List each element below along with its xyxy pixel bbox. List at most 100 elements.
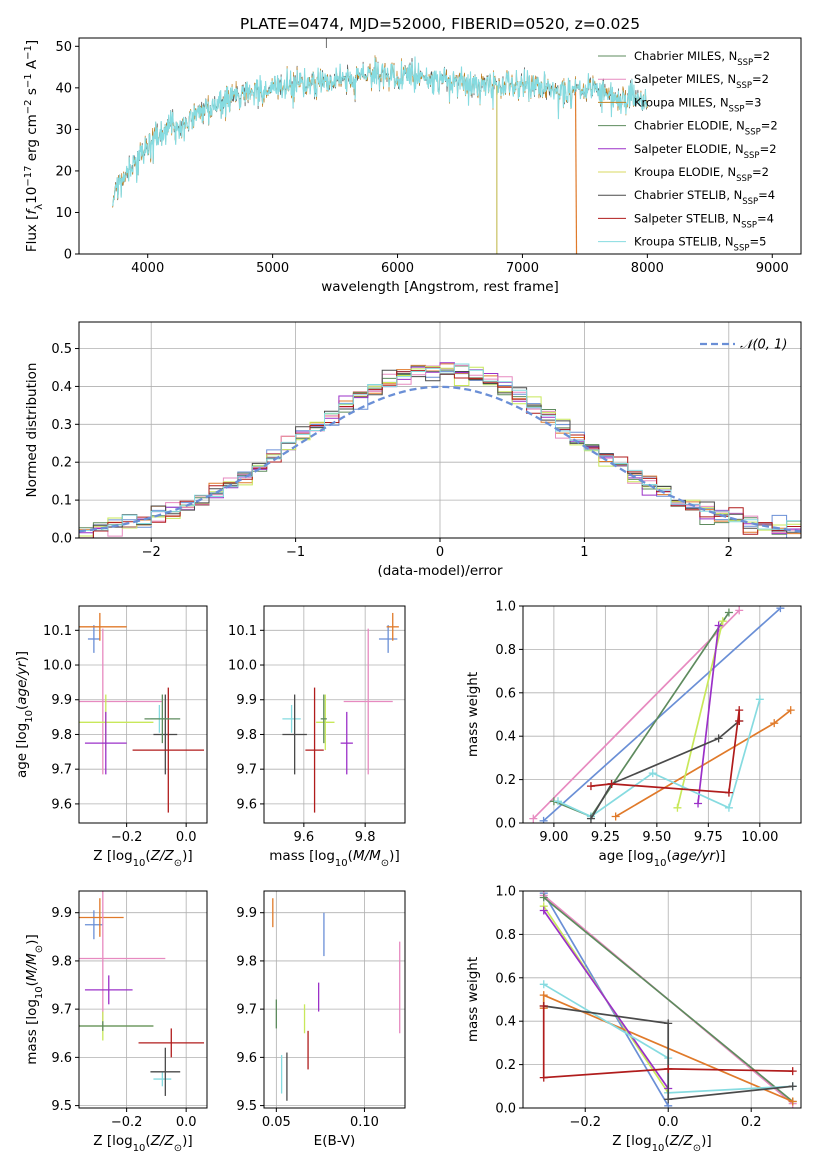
legend-label-2: Kroupa MILES, NSSP=3 [634, 95, 761, 114]
xtick-label-residuals-0: −2 [142, 545, 161, 560]
xlabel-spectrum: wavelength [Angstrom, rest frame] [321, 279, 559, 295]
xlabel-weight-vs-Z: Z [log10(Z/Z⊙)] [612, 1133, 711, 1154]
legend-label-4: Salpeter ELODIE, NSSP=2 [634, 142, 777, 161]
grid-mass-vs-Z [79, 891, 207, 1108]
weight-marker-3-2 [786, 706, 795, 715]
xtick-label-mass-vs-ebv-1: 0.10 [350, 1115, 379, 1130]
xlabel-mass-vs-ebv: E(B-V) [314, 1133, 356, 1149]
xtick-label-weight-vs-age-3: 9.75 [694, 830, 723, 845]
weight-series-2 [543, 896, 794, 1103]
legend-label-0: Chabrier MILES, NSSP=2 [634, 49, 770, 68]
weight-marker-8-2 [724, 788, 733, 797]
ytick-label-residuals-2: 0.2 [51, 456, 72, 471]
ytick-label-weight-vs-age-4: 0.8 [495, 643, 516, 658]
ytick-label-age-vs-mass-4: 10.0 [228, 659, 257, 674]
errorbar-5 [84, 711, 127, 775]
panel-weight-vs-Z: −0.2 0.0 0.2 0.0 0.2 0.4 0.6 0.8 1.0 Z [log10(Z/Z… [465, 885, 802, 1154]
frame-weight-vs-Z [522, 890, 802, 1109]
xlabel-age-vs-mass: mass [log10(M/M⊙)] [269, 848, 399, 869]
frame-weight-vs-age [522, 605, 802, 824]
ytick-label-mass-vs-Z-1: 9.6 [51, 1051, 72, 1066]
ytick-label-age-vs-Z-2: 9.8 [51, 728, 72, 743]
errorbar-8 [79, 1021, 154, 1031]
errorbar-2 [153, 1071, 172, 1087]
grid-age-vs-mass [264, 606, 405, 823]
ytick-label-mass-vs-Z-4: 9.9 [51, 906, 72, 921]
errorbar-3 [79, 891, 166, 1031]
xtick-label-spectrum-3: 7000 [506, 261, 539, 276]
weight-series-0 [543, 607, 781, 822]
legend-residuals: 𝒩(0, 1) [700, 338, 787, 353]
ytick-label-mass-vs-Z-3: 9.8 [51, 954, 72, 969]
weight-marker-2-2 [724, 608, 733, 617]
weight-marker-0-0 [539, 816, 548, 823]
plot-area-weight-vs-Z [539, 891, 797, 1108]
histogram-series-8 [79, 363, 801, 538]
weight-marker-8-3 [788, 1067, 797, 1076]
weight-marker-8-1 [539, 1073, 548, 1082]
weight-marker-5-0 [539, 906, 548, 915]
ytick-label-spectrum-5: 50 [55, 40, 72, 55]
weight-marker-6-0 [539, 980, 548, 989]
grid-age-vs-Z [79, 606, 207, 823]
errorbar-6 [282, 694, 307, 775]
xtick-label-residuals-3: 1 [580, 545, 588, 560]
weight-marker-2-0 [539, 893, 548, 902]
xtick-label-mass-vs-Z-1: 0.0 [176, 1115, 197, 1130]
weight-marker-7-2 [714, 734, 723, 743]
legend-spectrum: Chabrier MILES, NSSP=2 Salpeter MILES, NS… [598, 49, 778, 254]
panel-spectrum: 4000 5000 6000 7000 8000 9000 0 10 20 30 40 50 Chabr… [23, 37, 802, 295]
errorbar-5 [340, 711, 353, 775]
weight-marker-6-3 [724, 803, 733, 812]
weight-marker-8-2 [664, 1064, 673, 1073]
errorbar-3 [343, 628, 393, 775]
weight-marker-3-0 [611, 812, 620, 821]
xtick-label-age-vs-mass-1: 9.8 [355, 830, 376, 845]
panel-residuals: −2 −1 0 1 2 0.0 0.1 0.2 0.3 0.4 0.5 𝒩(0, 1) (data-mo… [24, 321, 802, 579]
frame-residuals [78, 321, 802, 539]
ytick-label-weight-vs-age-0: 0.0 [495, 817, 516, 832]
plot-area-age-vs-Z [79, 612, 205, 813]
errorbar-7 [305, 687, 324, 813]
ylabel-residuals: Normed distribution [24, 363, 40, 498]
weight-marker-7-0 [586, 814, 595, 823]
ytick-label-age-vs-Z-0: 9.6 [51, 797, 72, 812]
weight-series-7 [590, 720, 740, 820]
ytick-label-weight-vs-age-5: 1.0 [495, 600, 516, 615]
weight-marker-7-2 [664, 1095, 673, 1104]
errorbar-8 [320, 694, 327, 744]
weight-series-5 [543, 910, 669, 1089]
ytick-label-spectrum-4: 40 [55, 81, 72, 96]
weight-marker-6-4 [755, 695, 764, 704]
ylabel-spectrum: Flux [fλ10−17 erg cm−2 s−1 A−1] [23, 40, 45, 252]
weight-marker-1-1 [735, 606, 744, 615]
weight-marker-3-1 [539, 991, 548, 1000]
plot-area-age-vs-mass [282, 612, 399, 813]
frame-mass-vs-Z [78, 890, 208, 1109]
weight-marker-5-0 [694, 799, 703, 808]
errorbar-6 [153, 694, 178, 775]
panel-mass-vs-ebv: 0.05 0.10 9.5 9.6 9.7 9.8 9.9 E(B-V) [236, 890, 406, 1149]
weight-series-5 [697, 625, 720, 804]
weight-marker-8-1 [607, 779, 616, 788]
xtick-label-spectrum-1: 5000 [256, 261, 289, 276]
errorbar-4 [316, 694, 335, 751]
ytick-label-age-vs-Z-5: 10.1 [43, 624, 72, 639]
ytick-label-age-vs-mass-1: 9.7 [236, 763, 257, 778]
xtick-label-age-vs-Z-0: −0.2 [111, 830, 143, 845]
ytick-label-residuals-0: 0.0 [51, 532, 72, 547]
legend-label-7: Salpeter STELIB, NSSP=4 [634, 211, 774, 230]
xtick-label-age-vs-mass-0: 9.6 [294, 830, 315, 845]
errorbar-8 [144, 694, 181, 744]
ytick-label-weight-vs-age-1: 0.2 [495, 773, 516, 788]
xtick-label-residuals-2: 0 [436, 545, 444, 560]
ytick-label-residuals-3: 0.3 [51, 418, 72, 433]
ytick-label-age-vs-Z-4: 10.0 [43, 659, 72, 674]
xtick-label-mass-vs-Z-0: −0.2 [111, 1115, 143, 1130]
ytick-label-weight-vs-age-2: 0.4 [495, 730, 516, 745]
errorbar-3 [79, 628, 163, 775]
errorbar-1 [386, 612, 399, 641]
ytick-label-spectrum-0: 0 [64, 248, 72, 263]
frame-age-vs-Z [78, 605, 208, 824]
